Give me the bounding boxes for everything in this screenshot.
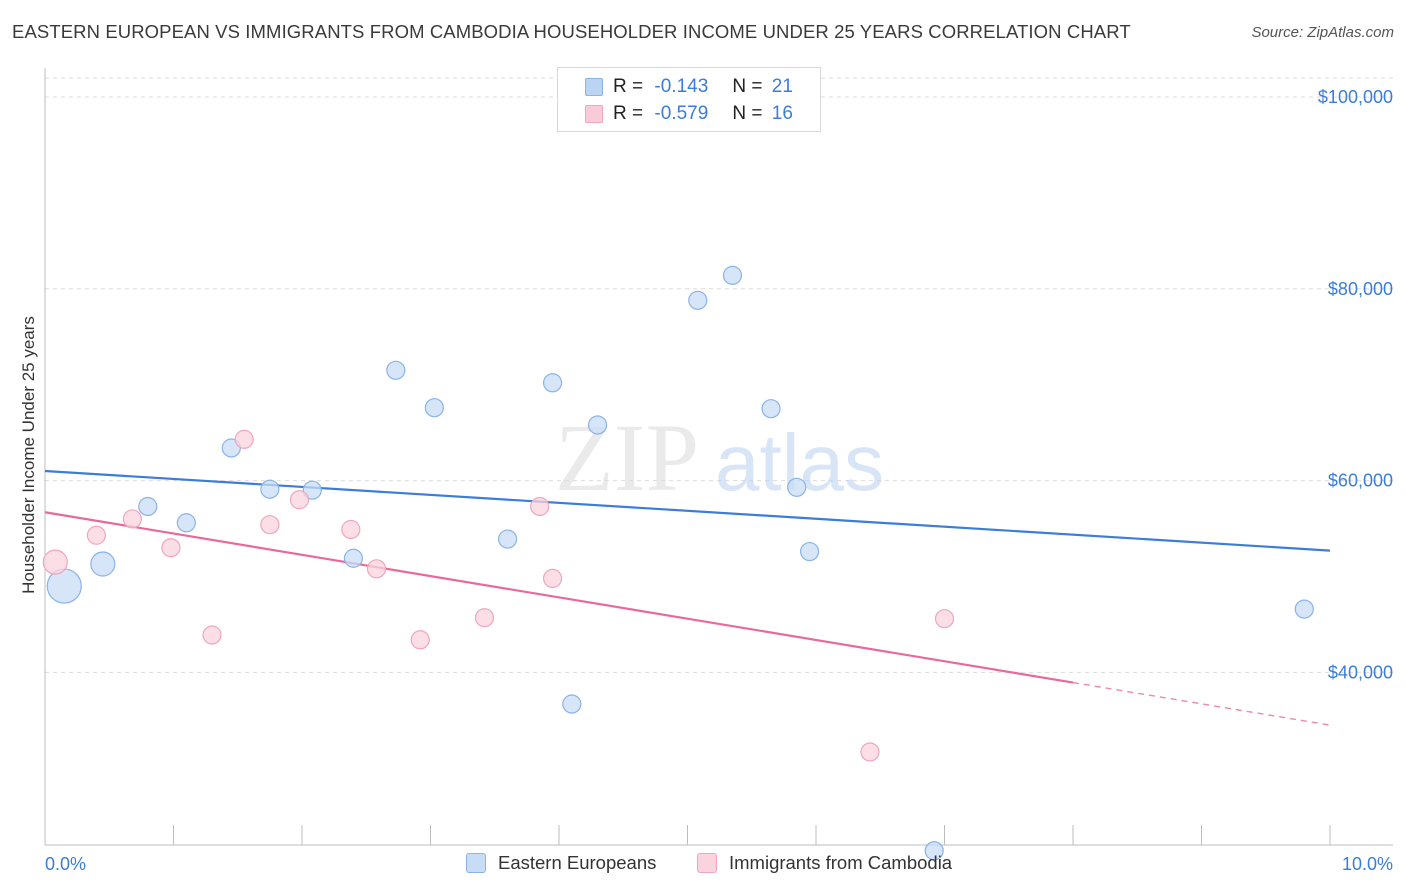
point-eastern-europeans — [722, 265, 743, 285]
n-label: N = — [732, 103, 763, 124]
point-eastern-europeans — [1294, 599, 1314, 619]
scatter-points — [42, 265, 1314, 861]
chart-title: EASTERN EUROPEAN VS IMMIGRANTS FROM CAMB… — [12, 21, 1131, 42]
legend-label-immigrants-from-cambodia: Immigrants from Cambodia — [729, 852, 953, 873]
point-immigrants-from-cambodia — [161, 538, 181, 558]
point-immigrants-from-cambodia — [234, 429, 254, 449]
point-immigrants-from-cambodia — [530, 496, 550, 517]
point-eastern-europeans — [542, 373, 563, 393]
legend-swatch-immigrants-from-cambodia — [697, 853, 717, 873]
legend-item-immigrants-from-cambodia[interactable]: Immigrants from Cambodia — [697, 852, 952, 874]
point-immigrants-from-cambodia — [366, 559, 387, 579]
point-eastern-europeans — [688, 290, 708, 310]
point-immigrants-from-cambodia — [122, 509, 142, 529]
point-immigrants-from-cambodia — [474, 608, 495, 628]
point-immigrants-from-cambodia — [86, 525, 107, 545]
legend-swatch-cambodia — [585, 105, 603, 123]
series-legend: Eastern Europeans Immigrants from Cambod… — [0, 852, 1406, 878]
point-eastern-europeans — [302, 480, 322, 500]
point-immigrants-from-cambodia — [542, 568, 563, 589]
y-tick-label: $60,000 — [1328, 471, 1393, 491]
axes — [44, 68, 1393, 846]
point-eastern-europeans — [343, 548, 363, 568]
legend-swatch-eastern — [585, 78, 603, 96]
point-immigrants-from-cambodia — [289, 490, 310, 510]
y-axis-title: Householder Income Under 25 years — [19, 316, 38, 594]
point-immigrants-from-cambodia — [202, 625, 222, 645]
legend-row-cambodia: R = -0.579 N = 16 — [585, 101, 793, 127]
x-tick-label: 10.0% — [1342, 854, 1393, 874]
r-label: R = — [613, 76, 644, 97]
grid-lines — [45, 77, 1393, 673]
source-label: Source: ZipAtlas.com — [1251, 24, 1394, 41]
trend-line-1 — [44, 511, 1074, 684]
point-eastern-europeans — [587, 415, 608, 435]
point-eastern-europeans — [424, 398, 444, 418]
n-label: N = — [732, 76, 763, 97]
legend-item-eastern-europeans[interactable]: Eastern Europeans — [466, 852, 656, 874]
point-eastern-europeans — [176, 513, 196, 533]
point-immigrants-from-cambodia — [410, 630, 430, 650]
point-eastern-europeans — [924, 841, 944, 861]
x-tick-labels: 0.0% 10.0% — [45, 854, 1393, 874]
legend-row-eastern: R = -0.143 N = 21 — [585, 74, 793, 100]
x-tick-label: 0.0% — [45, 854, 86, 874]
r-label: R = — [613, 103, 644, 124]
point-eastern-europeans — [799, 541, 820, 562]
r-value-cambodia: -0.579 — [654, 103, 709, 124]
r-value-eastern: -0.143 — [654, 76, 709, 97]
legend-swatch-eastern-europeans — [466, 853, 486, 873]
trend-line-0 — [44, 469, 1331, 552]
correlation-legend: R = -0.143 N = 21 R = -0.579 N = 16 — [557, 67, 821, 132]
point-eastern-europeans — [260, 479, 280, 499]
legend-label-eastern-europeans: Eastern Europeans — [498, 852, 657, 873]
point-immigrants-from-cambodia — [934, 609, 955, 629]
point-immigrants-from-cambodia — [341, 519, 361, 540]
point-eastern-europeans — [761, 399, 781, 419]
point-eastern-europeans — [386, 360, 406, 380]
y-tick-label: $40,000 — [1328, 662, 1393, 682]
n-value-cambodia: 16 — [771, 103, 793, 124]
point-immigrants-from-cambodia — [260, 515, 280, 535]
watermark-zip: ZIP — [555, 404, 699, 511]
n-value-eastern: 21 — [771, 76, 793, 97]
point-eastern-europeans — [90, 551, 116, 577]
y-tick-label: $100,000 — [1318, 87, 1393, 107]
point-eastern-europeans — [138, 496, 158, 517]
trend-line-extension-1 — [1072, 681, 1331, 726]
trend-lines — [44, 469, 1331, 726]
point-eastern-europeans — [562, 694, 582, 714]
point-immigrants-from-cambodia — [860, 742, 880, 762]
point-eastern-europeans — [787, 477, 807, 497]
y-tick-label: $80,000 — [1328, 279, 1393, 299]
point-eastern-europeans — [498, 529, 518, 549]
y-tick-labels: $40,000 $60,000 $80,000 $100,000 — [1318, 87, 1393, 682]
point-immigrants-from-cambodia — [42, 549, 68, 575]
